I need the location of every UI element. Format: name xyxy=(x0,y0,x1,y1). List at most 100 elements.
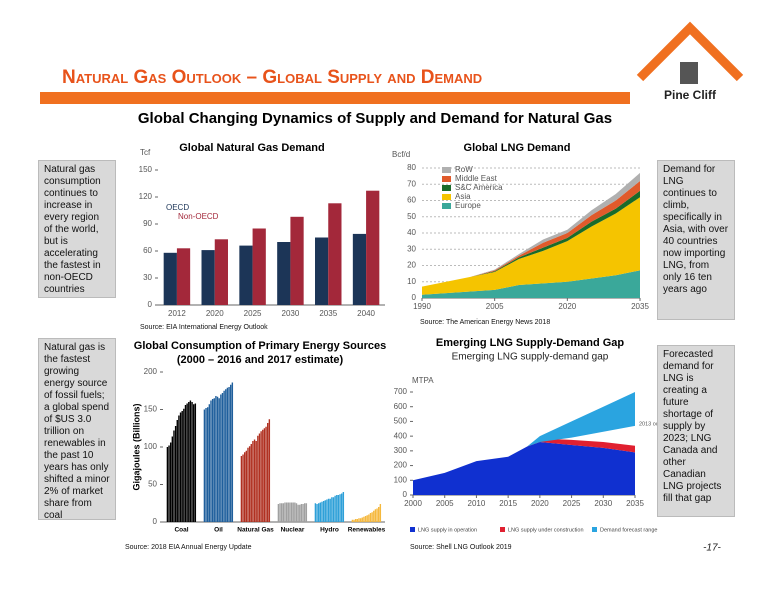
bar xyxy=(163,252,177,305)
bar xyxy=(277,242,291,305)
x-tick-label: 2005 xyxy=(436,499,454,508)
bar xyxy=(305,503,308,522)
bar xyxy=(290,502,293,522)
bar xyxy=(169,442,172,522)
bar xyxy=(191,402,193,522)
bar xyxy=(337,495,340,522)
x-tick-label: 2010 xyxy=(468,499,486,508)
y-tick-label: 50 xyxy=(407,212,416,221)
x-tick-label: Hydro xyxy=(320,527,339,534)
bar xyxy=(374,509,377,522)
bar xyxy=(356,519,359,522)
legend-swatch xyxy=(442,176,451,182)
y-tick-label: 30 xyxy=(407,244,416,253)
x-tick-label: 2020 xyxy=(206,309,224,318)
bar xyxy=(218,398,220,522)
bar xyxy=(231,382,234,522)
x-tick-label: 2035 xyxy=(319,309,337,318)
bar xyxy=(243,452,246,522)
bar xyxy=(263,428,266,522)
legend-swatch xyxy=(442,185,451,191)
bar xyxy=(285,502,288,522)
bar xyxy=(361,517,363,522)
bar xyxy=(183,408,185,522)
bar xyxy=(184,405,187,522)
legend-swatch xyxy=(442,194,451,200)
bar xyxy=(181,411,183,522)
bar xyxy=(186,403,188,522)
bar xyxy=(250,444,252,522)
y-tick-label: 40 xyxy=(407,228,416,237)
bar xyxy=(342,492,345,522)
note: Natural gas consumption continues to inc… xyxy=(38,160,116,298)
logo-mark xyxy=(680,62,698,84)
y-tick-label: 700 xyxy=(394,387,408,396)
bar xyxy=(317,503,320,522)
bar xyxy=(255,441,257,522)
bar xyxy=(257,435,259,522)
bar xyxy=(247,447,249,522)
bar xyxy=(379,504,382,522)
source: Source: 2018 EIA Annual Energy Update xyxy=(125,544,252,551)
legend-label: Asia xyxy=(455,192,471,201)
legend-label: Middle East xyxy=(455,174,498,183)
logo-roof xyxy=(636,21,744,82)
y-tick-label: 600 xyxy=(394,402,408,411)
bar xyxy=(371,512,373,522)
x-tick-label: Nuclear xyxy=(281,527,305,534)
bar xyxy=(319,502,322,522)
y-tick-label: 10 xyxy=(407,277,416,286)
bar xyxy=(210,400,212,522)
bar xyxy=(206,407,209,522)
bar xyxy=(279,503,281,522)
x-tick-label: 2020 xyxy=(558,302,576,311)
chart-title: Global Natural Gas Demand xyxy=(179,142,324,154)
x-tick-label: 2035 xyxy=(626,499,644,508)
bar xyxy=(230,384,232,522)
legend-swatch xyxy=(592,527,597,532)
legend-label: LNG supply under construction xyxy=(508,527,584,533)
bar xyxy=(326,499,328,522)
slide-subtitle: Global Changing Dynamics of Supply and D… xyxy=(138,110,612,127)
bar xyxy=(248,446,251,522)
x-tick-label: 2005 xyxy=(486,302,504,311)
chart-title: Global Consumption of Primary Energy Sou… xyxy=(134,340,386,352)
page-number: -17- xyxy=(703,543,721,554)
bar xyxy=(295,503,298,522)
x-tick-label: 2040 xyxy=(357,309,375,318)
bar xyxy=(189,400,192,522)
x-tick-label: 2012 xyxy=(168,309,186,318)
bar xyxy=(253,439,256,522)
bar xyxy=(314,503,317,522)
slide-title: Natural Gas Outlook – Global Supply and … xyxy=(62,67,482,88)
bar xyxy=(328,203,342,305)
y-tick-label: 20 xyxy=(407,261,416,270)
legend-swatch xyxy=(442,167,451,173)
bar xyxy=(176,248,191,305)
legend-swatch xyxy=(500,527,505,532)
bar xyxy=(213,398,215,522)
chart-title: Global LNG Demand xyxy=(464,142,571,154)
bar xyxy=(242,454,244,522)
bar xyxy=(336,495,338,522)
bar xyxy=(194,403,197,522)
logo-text: Pine Cliff xyxy=(664,88,717,102)
y-tick-label: 50 xyxy=(148,480,157,489)
bar xyxy=(252,441,254,522)
chart-subtitle: Emerging LNG supply-demand gap xyxy=(452,352,609,363)
x-tick-label: Renewables xyxy=(348,527,386,534)
area xyxy=(422,197,640,295)
bar xyxy=(324,500,326,522)
bar xyxy=(363,516,365,522)
y-tick-label: 70 xyxy=(407,179,416,188)
chart-subtitle: (2000 – 2016 and 2017 estimate) xyxy=(177,354,344,366)
y-tick-label: 200 xyxy=(144,367,158,376)
area xyxy=(413,442,635,495)
legend-label: Demand forecast range xyxy=(600,527,657,533)
bar xyxy=(334,495,336,522)
legend-label: RoW xyxy=(455,165,473,174)
bar xyxy=(366,190,380,305)
bar xyxy=(211,399,214,522)
y-tick-label: 100 xyxy=(394,475,408,484)
